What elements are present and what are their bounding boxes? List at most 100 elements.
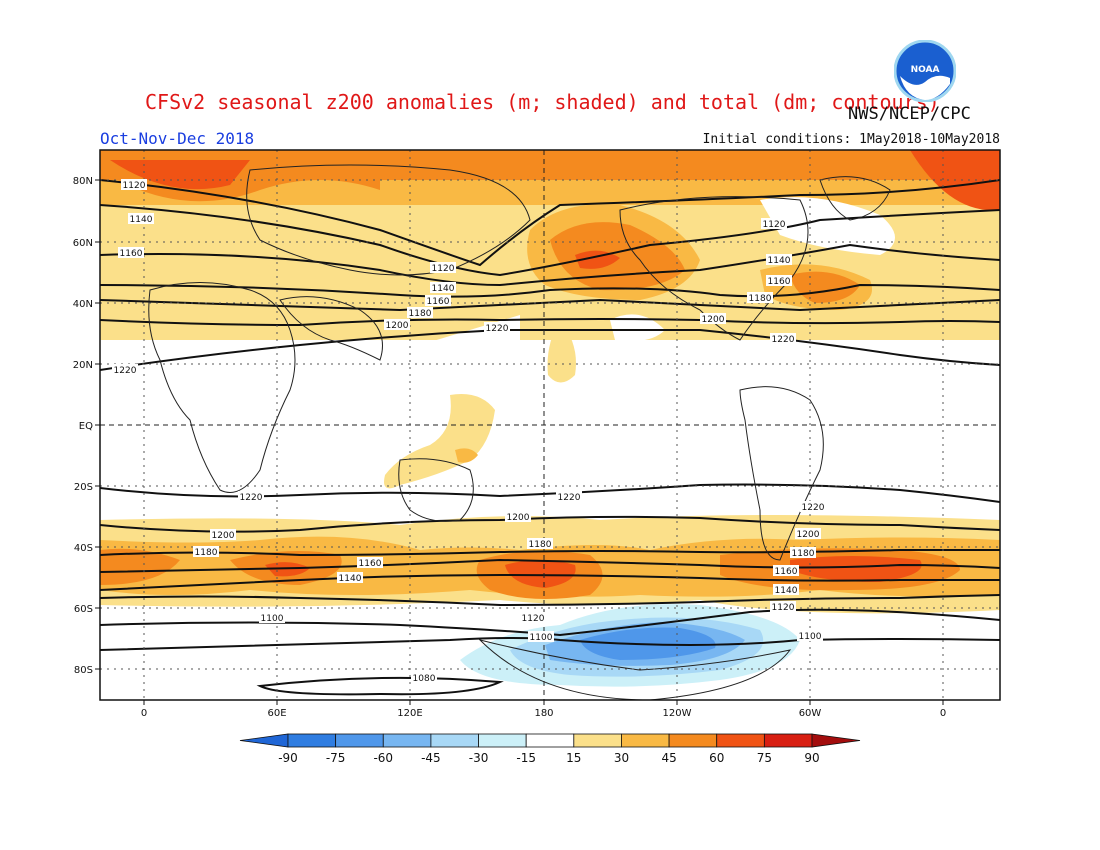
lat-label: 20S (74, 482, 93, 493)
contour-label: 1220 (800, 501, 826, 513)
contour-label: 1120 (761, 218, 787, 230)
colorbar-swatch (668, 733, 718, 748)
svg-text:NOAA: NOAA (911, 65, 940, 75)
svg-text:1100: 1100 (530, 633, 553, 643)
colorbar-label: -75 (326, 751, 346, 765)
contour-label: 1220 (112, 364, 138, 376)
contour-label: 1180 (527, 538, 553, 550)
svg-text:1200: 1200 (702, 315, 725, 325)
svg-text:1160: 1160 (120, 249, 143, 259)
svg-text:1120: 1120 (432, 264, 455, 274)
longitude-labels: 0 60E 120E 180 120W 60W 0 (141, 700, 946, 719)
contour-label: 1100 (528, 631, 554, 643)
svg-text:1200: 1200 (797, 530, 820, 540)
colorbar-swatch (478, 733, 527, 748)
contour-label: 1100 (259, 612, 285, 624)
lon-label: 120E (397, 708, 422, 719)
contour-label: 1180 (407, 307, 433, 319)
colorbar-label: -90 (278, 751, 298, 765)
svg-text:1220: 1220 (114, 366, 137, 376)
contour-label: 1220 (556, 491, 582, 503)
svg-text:1200: 1200 (507, 513, 530, 523)
noaa-logo-icon: NOAA (894, 40, 956, 102)
lat-label: 40S (74, 543, 93, 554)
svg-text:1120: 1120 (763, 220, 786, 230)
contour-label: 1120 (520, 612, 546, 624)
colorbar: -90 -75 -60 -45 -30 -15 15 30 45 60 75 90 (239, 733, 861, 765)
contour-label: 1220 (484, 322, 510, 334)
contour-label: 1080 (411, 672, 437, 684)
svg-text:1100: 1100 (799, 632, 822, 642)
svg-text:1220: 1220 (802, 503, 825, 513)
colorbar-label: -15 (516, 751, 536, 765)
colorbar-label: 60 (709, 751, 724, 765)
lon-label: 60W (799, 708, 822, 719)
colorbar-label: 30 (614, 751, 629, 765)
contour-label: 1120 (430, 262, 456, 274)
svg-text:1120: 1120 (522, 614, 545, 624)
colorbar-label: 15 (566, 751, 581, 765)
contour-label: 1200 (700, 313, 726, 325)
colorbar-swatch (287, 733, 337, 748)
latitude-labels: 80N 60N 40N 20N EQ 20S 40S 60S 80S (73, 176, 100, 676)
contour-labels: 1120 1140 1160 1120 1140 1160 1180 1200 … (112, 179, 826, 684)
lon-label: 0 (940, 708, 946, 719)
contour-label: 1220 (238, 491, 264, 503)
lon-label: 60E (267, 708, 286, 719)
contour-label: 1160 (357, 557, 383, 569)
svg-text:1140: 1140 (768, 256, 791, 266)
contour-label: 1160 (766, 275, 792, 287)
svg-text:1180: 1180 (529, 540, 552, 550)
colorbar-label: -60 (373, 751, 393, 765)
lat-label: EQ (79, 421, 93, 432)
contour-label: 1140 (430, 282, 456, 294)
reference-lines (100, 150, 1000, 700)
map-title: CFSv2 seasonal z200 anomalies (m; shaded… (145, 90, 940, 114)
svg-text:1120: 1120 (123, 181, 146, 191)
contour-label: 1140 (766, 254, 792, 266)
svg-text:1160: 1160 (427, 297, 450, 307)
svg-text:1180: 1180 (195, 548, 218, 558)
contour-label: 1160 (773, 565, 799, 577)
lon-label: 0 (141, 708, 147, 719)
lon-label: 180 (534, 708, 553, 719)
contour-label: 1180 (747, 292, 773, 304)
svg-text:1200: 1200 (212, 531, 235, 541)
svg-text:1220: 1220 (772, 335, 795, 345)
svg-text:1140: 1140 (432, 284, 455, 294)
coastlines (148, 164, 891, 700)
svg-text:1160: 1160 (775, 567, 798, 577)
svg-text:1140: 1140 (775, 586, 798, 596)
svg-text:1180: 1180 (409, 309, 432, 319)
contour-label: 1160 (425, 295, 451, 307)
colorbar-label: 90 (804, 751, 819, 765)
contour-label: 1180 (790, 547, 816, 559)
contour-label: 1120 (770, 601, 796, 613)
contour-label: 1160 (118, 247, 144, 259)
colorbar-arrow-high (811, 733, 861, 748)
contour-label: 1140 (773, 584, 799, 596)
contour-label: 1200 (384, 319, 410, 331)
svg-text:1220: 1220 (558, 493, 581, 503)
svg-text:1220: 1220 (486, 324, 509, 334)
source-label: NWS/NCEP/CPC (848, 104, 971, 124)
colorbar-arrow-low (239, 733, 289, 748)
contour-label: 1120 (121, 179, 147, 191)
colorbar-swatch (335, 733, 384, 748)
colorbar-swatch (716, 733, 765, 748)
lon-label: 120W (663, 708, 692, 719)
svg-text:1180: 1180 (792, 549, 815, 559)
svg-text:1220: 1220 (240, 493, 263, 503)
contour-label: 1200 (210, 529, 236, 541)
lat-label: 20N (73, 360, 93, 371)
contour-label: 1100 (797, 630, 823, 642)
contour-label: 1200 (505, 511, 531, 523)
colorbar-swatch (573, 733, 622, 748)
lat-label: 60N (73, 238, 93, 249)
svg-text:1100: 1100 (261, 614, 284, 624)
colorbar-swatch (430, 733, 479, 748)
colorbar-swatch (525, 733, 575, 748)
svg-text:1120: 1120 (772, 603, 795, 613)
colorbar-swatch (621, 733, 670, 748)
svg-text:1180: 1180 (749, 294, 772, 304)
